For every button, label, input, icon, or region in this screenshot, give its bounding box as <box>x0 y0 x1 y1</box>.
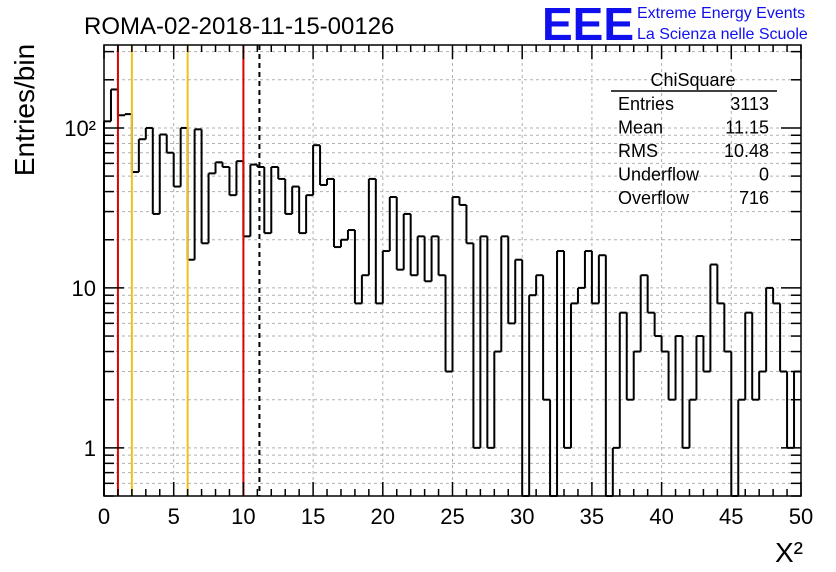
x-tick-label: 25 <box>440 504 464 529</box>
x-tick-label: 20 <box>371 504 395 529</box>
y-tick-label: 1 <box>84 436 96 461</box>
stats-value: 3113 <box>730 94 769 114</box>
y-tick-label: 10 <box>72 276 96 301</box>
y-axis-label: Entries/bin <box>9 44 40 176</box>
stats-label: Underflow <box>618 165 700 185</box>
x-tick-labels: 0 5 10 15 20 25 30 35 40 45 50 <box>98 504 813 529</box>
stats-label: RMS <box>618 141 658 161</box>
chart-title: ROMA-02-2018-11-15-00126 <box>84 13 394 40</box>
x-tick-label: 10 <box>231 504 255 529</box>
stats-value: 10.48 <box>724 141 769 161</box>
y-tick-labels: 1 10 10² <box>64 116 96 461</box>
stats-label: Mean <box>618 118 663 138</box>
axis-ticks <box>103 45 802 497</box>
logo-line2: La Scienza nelle Scuole <box>637 26 808 43</box>
stats-label: Entries <box>618 94 674 114</box>
x-tick-label: 15 <box>301 504 325 529</box>
x-tick-label: 35 <box>580 504 604 529</box>
stats-label: Overflow <box>618 188 690 208</box>
eee-logo: EEE Extreme Energy Events La Scienza nel… <box>542 0 808 50</box>
stats-value: 0 <box>759 165 769 185</box>
x-axis-label: X² <box>775 537 803 568</box>
x-tick-label: 30 <box>510 504 534 529</box>
x-tick-label: 5 <box>168 504 180 529</box>
stats-rows: Entries 3113 Mean 11.15 RMS 10.48 Underflow 0 Ov… <box>618 94 769 208</box>
marker-lines <box>116 45 261 496</box>
stats-box: ChiSquare Entries 3113 Mean 11.15 RMS 10.48 Un… <box>611 70 777 208</box>
stats-title: ChiSquare <box>650 70 735 90</box>
x-tick-label: 45 <box>719 504 743 529</box>
stats-value: 11.15 <box>725 118 769 138</box>
x-tick-label: 0 <box>98 504 110 529</box>
y-tick-label: 10² <box>64 116 96 141</box>
x-tick-label: 50 <box>789 504 813 529</box>
logo-line1: Extreme Energy Events <box>637 5 805 22</box>
x-tick-label: 40 <box>649 504 673 529</box>
stats-value: 716 <box>739 188 769 208</box>
logo-mark: EEE <box>542 0 634 50</box>
